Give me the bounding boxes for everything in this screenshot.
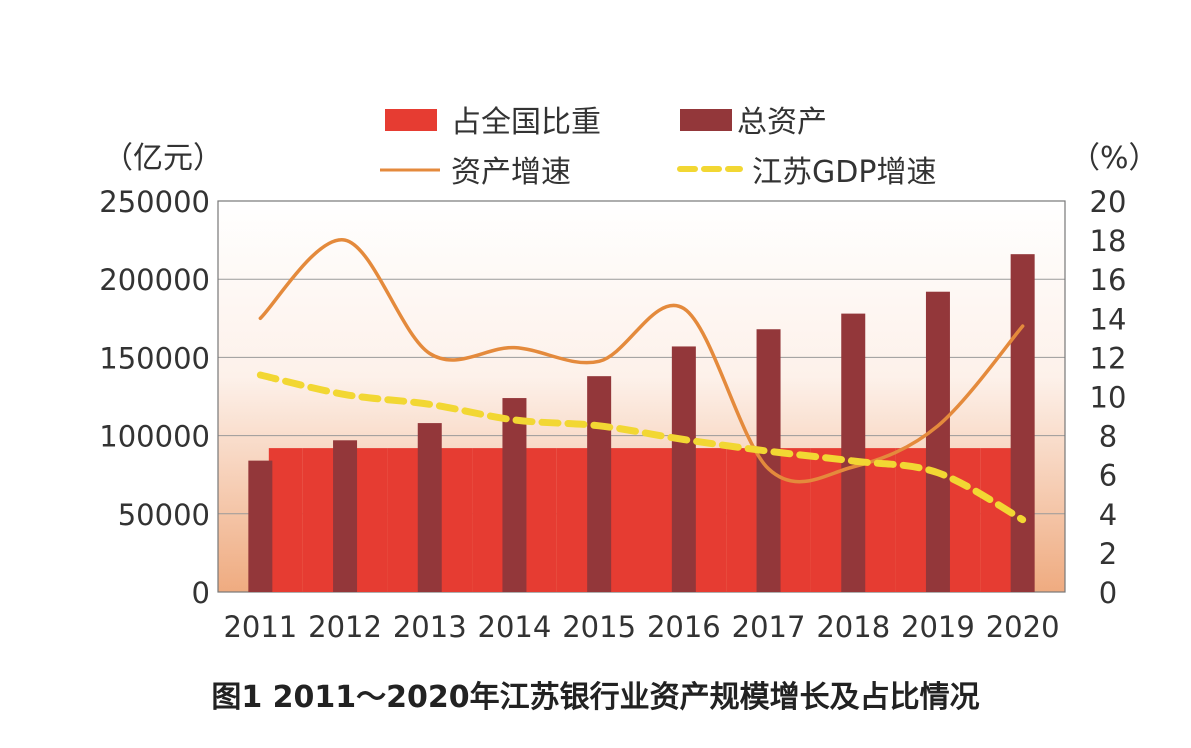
figure-caption: 图1 2011～2020年江苏银行业资产规模增长及占比情况 <box>211 680 980 715</box>
left-axis-ticks: 0 50000 100000 150000 200000 250000 <box>99 185 210 610</box>
lines-layer <box>256 238 1027 524</box>
left-tick-50000: 50000 <box>118 498 210 532</box>
left-axis-unit: （亿元） <box>103 141 223 176</box>
right-axis-ticks: 0 2 4 6 8 10 12 14 16 18 20 <box>1090 185 1127 610</box>
right-tick-18: 18 <box>1090 224 1127 258</box>
x-tick-2017: 2017 <box>732 610 806 644</box>
right-tick-12: 12 <box>1090 341 1127 375</box>
assets-bar-2013 <box>417 423 442 592</box>
x-tick-2015: 2015 <box>562 610 636 644</box>
asset-growth-line <box>258 238 1025 484</box>
share-area-layer <box>268 448 1015 592</box>
legend-label-asset-growth: 资产增速 <box>451 155 571 190</box>
left-tick-100000: 100000 <box>99 420 210 454</box>
assets-bar-2016 <box>671 346 696 592</box>
legend-label-share: 占全国比重 <box>451 105 601 140</box>
left-tick-250000: 250000 <box>99 185 210 219</box>
right-tick-6: 6 <box>1099 459 1117 493</box>
x-tick-2012: 2012 <box>308 610 382 644</box>
right-tick-20: 20 <box>1090 185 1127 219</box>
assets-bar-2011 <box>248 460 273 592</box>
gdp-growth-line <box>256 371 1027 524</box>
assets-bar-2014 <box>502 398 527 592</box>
right-tick-0: 0 <box>1099 576 1117 610</box>
right-tick-10: 10 <box>1090 381 1127 415</box>
share-area-segment-2011 <box>268 448 303 592</box>
right-tick-2: 2 <box>1099 537 1117 571</box>
left-tick-150000: 150000 <box>99 341 210 375</box>
assets-bar-2019 <box>925 291 950 592</box>
assets-bar-2015 <box>587 376 612 592</box>
left-tick-0: 0 <box>192 576 210 610</box>
assets-bar-2018 <box>841 313 866 592</box>
share-area-segment-2020 <box>980 448 1015 592</box>
right-tick-16: 16 <box>1090 263 1127 297</box>
x-tick-2016: 2016 <box>647 610 721 644</box>
x-tick-2018: 2018 <box>816 610 890 644</box>
right-tick-4: 4 <box>1099 498 1117 532</box>
x-tick-2019: 2019 <box>901 610 975 644</box>
x-tick-2014: 2014 <box>478 610 552 644</box>
x-axis-ticks: 2011 2012 2013 2014 2015 2016 2017 2018 2019 2020 <box>223 610 1059 644</box>
legend-swatch-share <box>385 109 437 131</box>
right-tick-8: 8 <box>1099 420 1117 454</box>
assets-bar-2020 <box>1010 254 1035 592</box>
legend-label-gdp-growth: 江苏GDP增速 <box>752 155 936 190</box>
assets-bar-2012 <box>333 440 358 592</box>
x-tick-2013: 2013 <box>393 610 467 644</box>
legend: 占全国比重 总资产 资产增速 江苏GDP增速 <box>380 105 936 190</box>
right-axis-unit: （%） <box>1070 141 1159 176</box>
legend-label-assets: 总资产 <box>737 105 827 140</box>
x-tick-2011: 2011 <box>223 610 297 644</box>
assets-bar-layer <box>248 254 1035 592</box>
legend-swatch-assets <box>680 109 732 131</box>
right-tick-14: 14 <box>1090 302 1127 336</box>
left-tick-200000: 200000 <box>99 263 210 297</box>
x-tick-2020: 2020 <box>986 610 1060 644</box>
